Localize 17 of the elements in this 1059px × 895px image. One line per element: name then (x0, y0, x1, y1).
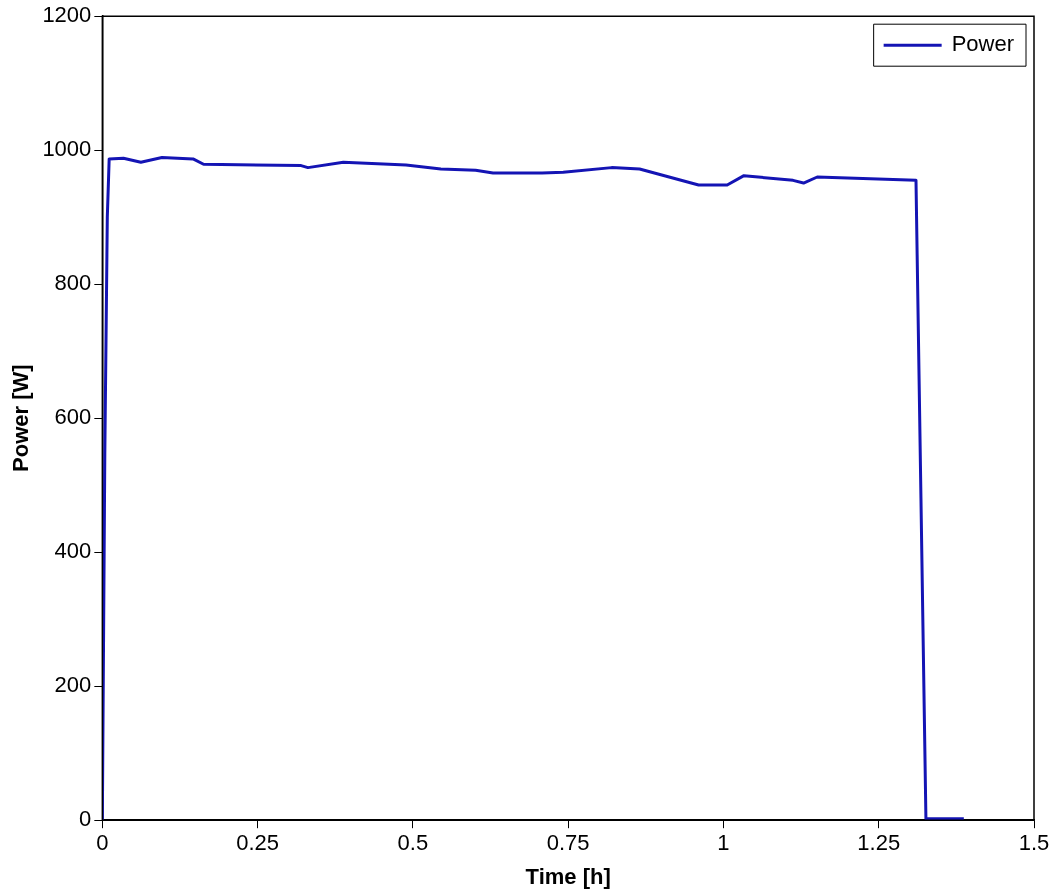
x-axis-title: Time [h] (525, 863, 611, 889)
x-tick-label: 0.25 (236, 830, 280, 856)
y-tick-label: 200 (54, 672, 92, 698)
x-tick-label: 0 (96, 830, 109, 856)
x-tick-label: 0.5 (397, 830, 429, 856)
y-tick-label: 600 (54, 404, 92, 430)
y-tick-label: 0 (79, 806, 92, 832)
y-tick-label: 400 (54, 538, 92, 564)
x-tick-label: 1 (717, 830, 730, 856)
x-tick-label: 1.5 (1018, 830, 1050, 856)
x-tick-label: 1.25 (857, 830, 901, 856)
y-tick-label: 1000 (42, 136, 92, 162)
y-tick-label: 1200 (42, 2, 92, 28)
x-tick-label: 0.75 (546, 830, 590, 856)
legend-label: Power (951, 31, 1014, 57)
y-axis-title: Power [W] (8, 364, 34, 472)
y-tick-label: 800 (54, 270, 92, 296)
